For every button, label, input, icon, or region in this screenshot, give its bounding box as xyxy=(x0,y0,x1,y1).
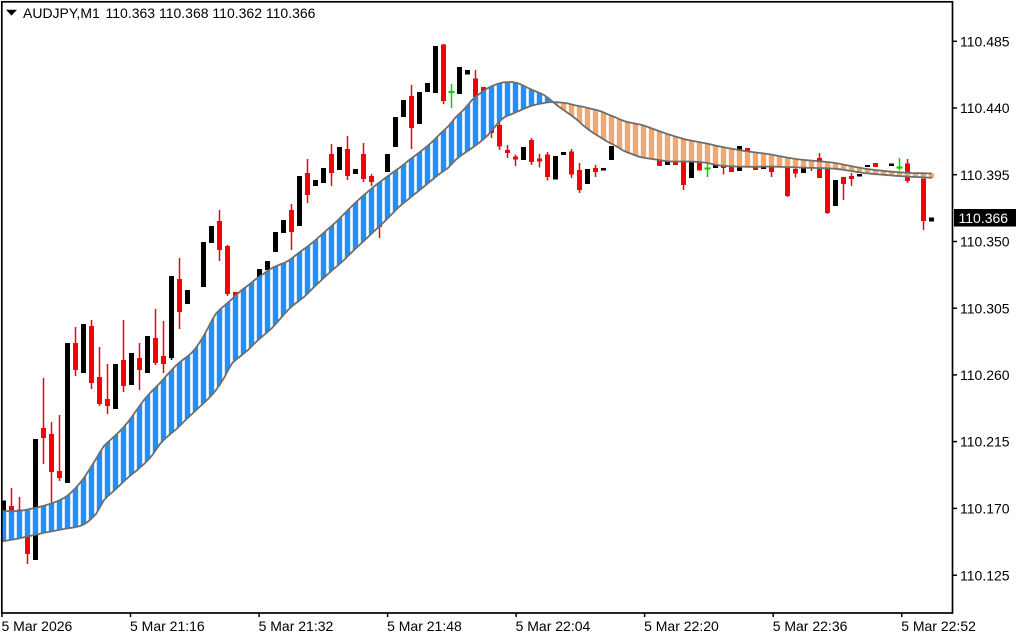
svg-text:110.440: 110.440 xyxy=(960,100,1010,116)
svg-text:110.485: 110.485 xyxy=(960,33,1010,49)
svg-text:110.395: 110.395 xyxy=(960,167,1010,183)
svg-text:5 Mar 21:32: 5 Mar 21:32 xyxy=(259,618,334,634)
svg-text:110.350: 110.350 xyxy=(960,234,1010,250)
svg-text:5 Mar 21:48: 5 Mar 21:48 xyxy=(387,618,462,634)
svg-text:110.305: 110.305 xyxy=(960,300,1010,316)
svg-text:110.170: 110.170 xyxy=(960,501,1010,517)
svg-text:AUDJPY,M1: AUDJPY,M1 xyxy=(23,5,100,21)
svg-text:110.260: 110.260 xyxy=(960,367,1010,383)
svg-text:5 Mar 22:20: 5 Mar 22:20 xyxy=(644,618,719,634)
svg-text:5 Mar 22:36: 5 Mar 22:36 xyxy=(773,618,848,634)
svg-text:5 Mar 22:52: 5 Mar 22:52 xyxy=(901,618,976,634)
svg-text:110.215: 110.215 xyxy=(960,434,1010,450)
svg-text:110.125: 110.125 xyxy=(960,567,1010,583)
svg-text:5 Mar 22:04: 5 Mar 22:04 xyxy=(516,618,591,634)
svg-text:110.366: 110.366 xyxy=(959,210,1009,226)
svg-text:5 Mar 21:16: 5 Mar 21:16 xyxy=(130,618,205,634)
svg-text:5 Mar 2026: 5 Mar 2026 xyxy=(2,618,73,634)
svg-text:110.363 110.368 110.362 110.36: 110.363 110.368 110.362 110.366 xyxy=(106,5,316,21)
